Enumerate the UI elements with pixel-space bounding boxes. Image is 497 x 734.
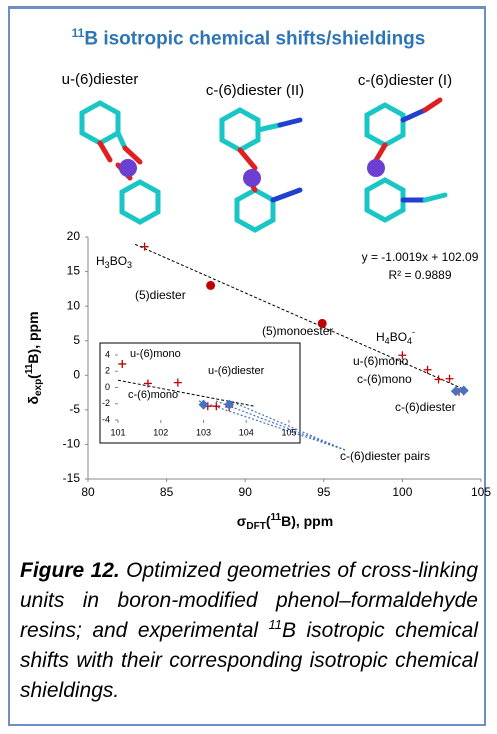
y-tick-label: 4	[105, 349, 110, 359]
x-tick-label: 105	[281, 427, 296, 437]
y-axis-title-part: δ	[25, 396, 41, 405]
molecule-label: c-(6)diester (II)	[206, 82, 304, 99]
formula-part: -	[412, 327, 415, 337]
x-axis-title-part: B), ppm	[281, 513, 333, 529]
y-tick-label: -2	[102, 398, 110, 408]
annotation: u-(6)mono	[130, 348, 181, 360]
y-tick-label: -15	[63, 471, 81, 485]
x-tick-label: 95	[317, 485, 331, 499]
x-tick-label: 101	[110, 427, 125, 437]
formula-part: BO	[390, 330, 407, 344]
x-axis-title-part: 11	[271, 512, 282, 523]
annotation: u-(6)diester	[208, 365, 265, 377]
boron-atom	[367, 159, 385, 177]
annotation: c-(6)mono	[357, 372, 412, 386]
point-circle	[206, 281, 215, 290]
molecule-c6diester-ii	[222, 110, 300, 230]
y-tick-label: -4	[102, 414, 110, 424]
y-axis-title-part: 11	[24, 363, 35, 374]
y-tick-label: 2	[105, 366, 110, 376]
y-tick-label: 5	[73, 333, 80, 347]
y-tick-label: -10	[63, 437, 81, 451]
x-tick-label: 85	[160, 485, 174, 499]
y-tick-label: 15	[67, 264, 81, 278]
caption: Figure 12. Optimized geometries of cross…	[20, 556, 478, 706]
y-axis-title: δexp(11B), ppm	[24, 311, 44, 404]
x-axis-title: σDFT(11B), ppm	[237, 512, 333, 532]
x-tick-label: 80	[81, 485, 95, 499]
point-cross	[141, 243, 149, 251]
r-squared: R² = 0.9889	[388, 268, 451, 282]
y-tick-label: 0	[105, 382, 110, 392]
molecule-label: u-(6)diester	[62, 71, 139, 88]
formula-part: 4	[407, 336, 412, 346]
formula-part: BO	[110, 254, 127, 268]
molecule-label: c-(6)diester (I)	[358, 72, 452, 89]
x-axis-title-part: σ	[237, 513, 247, 529]
y-tick-label: 20	[67, 229, 81, 243]
y-tick-label: -5	[69, 402, 80, 416]
x-tick-label: 90	[239, 485, 253, 499]
x-axis-title-part: DFT	[246, 521, 265, 532]
caption-sup: 11	[269, 617, 283, 632]
annotation: c-(6)diester pairs	[340, 449, 430, 463]
caption-label: Figure 12.	[20, 559, 120, 582]
y-tick-label: 0	[73, 367, 80, 381]
molecule-u6diester	[82, 103, 158, 222]
annotation: u-(6)mono	[353, 354, 409, 368]
annotation: c-(6)mono	[128, 389, 178, 401]
formula: H4BO4-	[376, 327, 415, 346]
x-tick-label: 102	[153, 427, 168, 437]
x-tick-label: 104	[239, 427, 254, 437]
point-cross	[424, 366, 432, 374]
formula-part: 3	[127, 260, 132, 270]
point-diamond	[459, 385, 469, 395]
boron-atom	[243, 169, 261, 187]
formula: H3BO3	[96, 254, 132, 270]
point-cross	[435, 375, 443, 383]
y-axis-title-part: B), ppm	[25, 311, 41, 363]
x-tick-label: 100	[392, 485, 412, 499]
y-tick-label: 10	[67, 298, 81, 312]
x-tick-label: 105	[471, 485, 491, 499]
formula-part: H	[96, 254, 105, 268]
annotation: (5)diester	[135, 288, 186, 302]
x-tick-label: 103	[196, 427, 211, 437]
page: {"header": {"title_sup": "11", "title": …	[0, 0, 497, 734]
annotation: (5)monoester	[262, 324, 333, 338]
annotation: c-(6)diester	[395, 400, 456, 414]
boron-atom	[119, 159, 137, 177]
y-axis-title-part: exp	[33, 379, 44, 396]
equation: y = -1.0019x + 102.09	[362, 250, 479, 264]
formula-part: H	[376, 330, 385, 344]
